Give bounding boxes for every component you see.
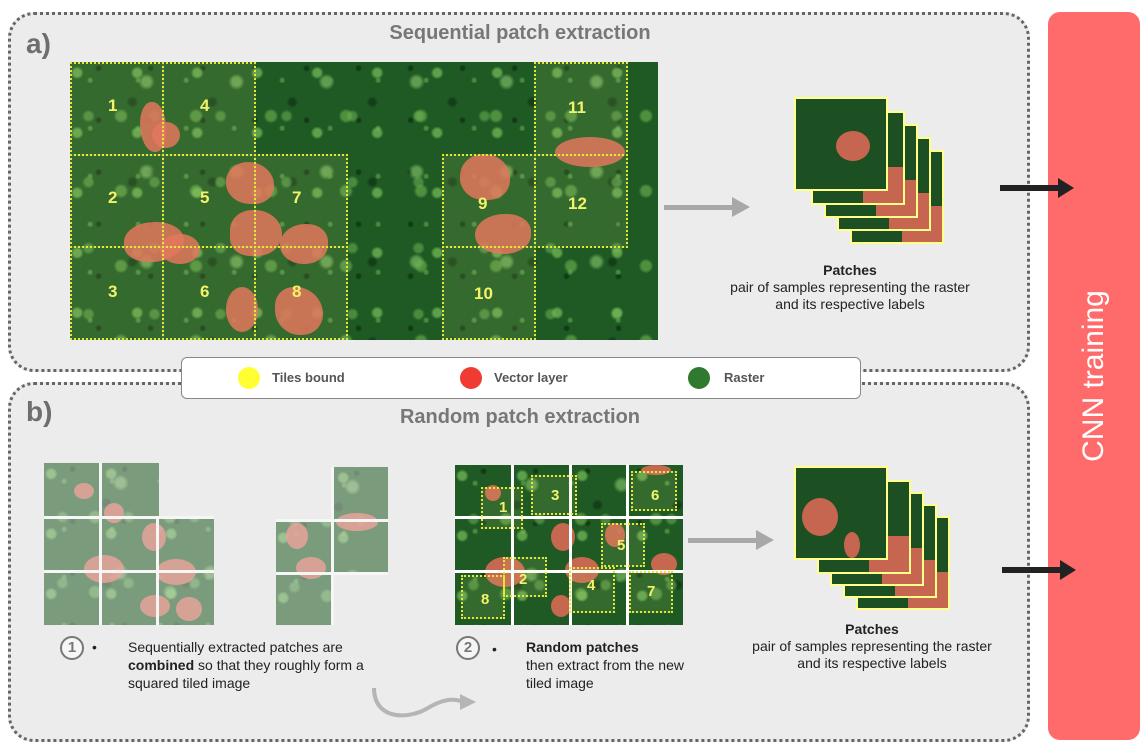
tile-bound	[254, 154, 348, 248]
tile-number: 10	[474, 284, 493, 303]
step-1-post: so that they roughly form a squared tile…	[128, 657, 364, 691]
tile-bound	[442, 246, 536, 340]
random-tile	[601, 523, 645, 567]
vector-polygon	[802, 498, 838, 536]
random-tile-number: 7	[647, 583, 656, 600]
vector-polygon	[152, 122, 180, 148]
step-2-bold: Random patches	[526, 639, 639, 655]
step-2-desc: then extract from the new tiled image	[526, 657, 684, 691]
panel-a-title: Sequential patch extraction	[389, 22, 651, 44]
step-1-pre: Sequentially extracted patches are	[128, 639, 343, 655]
tile-bound	[534, 62, 628, 156]
legend-vector-swatch	[460, 367, 482, 389]
vector-polygon	[836, 131, 870, 161]
tile-bound	[162, 246, 256, 340]
tile-number: 8	[292, 282, 302, 301]
random-tile	[503, 557, 547, 597]
random-tile-number: 3	[551, 487, 560, 504]
random-tile	[569, 567, 615, 613]
tile-bound	[442, 154, 536, 248]
patch-card	[794, 466, 888, 560]
tile-number: 6	[200, 282, 210, 301]
combined-patches-right	[276, 467, 388, 625]
random-tile-number: 8	[481, 591, 490, 608]
patches-desc-b: pair of samples representing the raster …	[752, 638, 992, 671]
patches-title-b: Patches	[845, 621, 899, 637]
tile-number: 5	[200, 188, 210, 207]
random-tiled-image: 1 2 3 4 5 6 7 8	[455, 465, 683, 625]
legend-raster-swatch	[688, 367, 710, 389]
tile-bound	[70, 154, 164, 248]
cnn-training-bar: CNN training	[1048, 12, 1140, 740]
combined-patches-left	[44, 463, 214, 625]
step-1-bullet: •	[92, 639, 97, 655]
random-tile-number: 5	[617, 537, 626, 554]
vector-polygon	[844, 532, 860, 558]
vector-polygon	[160, 234, 200, 264]
tile-number: 3	[108, 282, 118, 301]
cnn-training-label: CNN training	[1077, 290, 1110, 462]
tile-bound	[254, 246, 348, 340]
arrow-to-patches-b	[688, 530, 774, 550]
random-tile-number: 4	[587, 577, 596, 594]
tile-number: 4	[200, 96, 210, 115]
panel-b-title: Random patch extraction	[399, 406, 641, 428]
tile-bound	[162, 62, 256, 156]
vector-polygon	[226, 287, 258, 332]
vector-polygon	[280, 224, 328, 264]
random-tile	[461, 575, 505, 619]
step-1-bold: combined	[128, 657, 195, 673]
tile-number: 2	[108, 188, 118, 207]
arrow-to-patches-a	[664, 197, 750, 217]
random-tile	[481, 487, 523, 529]
legend-tiles-swatch	[238, 367, 260, 389]
step-1-badge: 1	[60, 636, 84, 660]
legend: Tiles bound Vector layer Raster	[181, 357, 861, 399]
tile-number: 1	[108, 96, 118, 115]
tile-number: 9	[478, 194, 488, 213]
arrow-to-cnn-b	[1002, 560, 1076, 580]
patches-caption-b: Patches pair of samples representing the…	[742, 621, 1002, 672]
random-tile	[629, 571, 673, 613]
patches-caption-a: Patches pair of samples representing the…	[720, 262, 980, 313]
random-tile-number: 2	[519, 571, 528, 588]
vector-polygon	[555, 137, 625, 167]
random-tile	[631, 471, 677, 511]
tile-bound	[534, 154, 628, 248]
patch-card	[794, 97, 888, 191]
arrow-to-cnn-a	[1000, 178, 1074, 198]
patches-title-a: Patches	[823, 262, 877, 278]
legend-raster-label: Raster	[724, 370, 765, 385]
tile-bound	[162, 154, 256, 248]
tile-number: 12	[568, 194, 587, 213]
raster-image-a: 1 2 3 4 5 6 7 8 9 10 11 12	[70, 62, 658, 340]
step-1-text: Sequentially extracted patches are combi…	[128, 638, 388, 692]
step-2-bullet: •	[492, 641, 497, 657]
panel-a-letter: a)	[26, 28, 51, 59]
patches-desc-a: pair of samples representing the raster …	[730, 279, 970, 312]
vector-polygon	[460, 154, 510, 200]
curved-arrow	[372, 687, 476, 718]
random-tile-number: 6	[651, 487, 660, 504]
vector-polygon	[226, 162, 274, 204]
tile-bound	[70, 62, 164, 156]
legend-vector-label: Vector layer	[494, 370, 568, 385]
vector-polygon	[275, 287, 323, 335]
tile-number: 7	[292, 188, 302, 207]
vector-polygon	[230, 210, 282, 256]
random-tile-number: 1	[499, 499, 508, 516]
panel-b-letter: b)	[26, 396, 53, 427]
tile-number: 11	[568, 98, 586, 117]
step-2-badge: 2	[456, 636, 480, 660]
random-tile	[531, 475, 577, 515]
step-2-text: Random patches then extract from the new…	[526, 638, 696, 692]
legend-tiles-label: Tiles bound	[272, 370, 345, 385]
